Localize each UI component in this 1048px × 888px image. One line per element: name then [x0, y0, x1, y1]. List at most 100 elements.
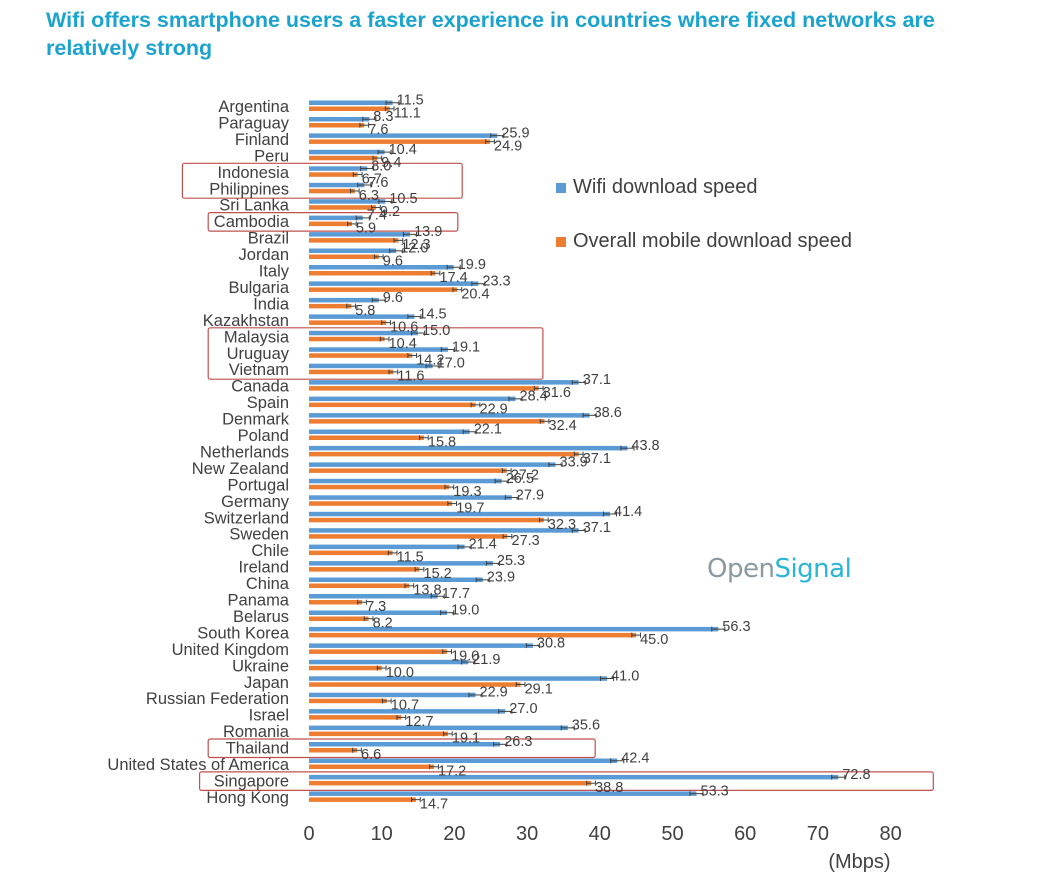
- wifi-value-label: 12.0: [400, 241, 428, 257]
- wifi-bar: [309, 462, 556, 467]
- overall-value-label: 27.2: [511, 467, 539, 483]
- overall-value-label: 11.5: [397, 550, 424, 566]
- wifi-bar: [309, 133, 498, 138]
- category-labels: ArgentinaParaguayFinlandPeruIndonesiaPhi…: [107, 98, 289, 807]
- category-label: Uruguay: [227, 345, 290, 363]
- wifi-value-label: 13.9: [414, 224, 442, 240]
- chart-title: Wifi offers smartphone users a faster ex…: [46, 8, 935, 60]
- overall-bar: [309, 353, 413, 358]
- overall-value-label: 31.6: [543, 385, 571, 401]
- wifi-value-label: 41.0: [611, 668, 639, 684]
- wifi-bar: [309, 363, 433, 369]
- wifi-value-label: 21.9: [472, 652, 500, 668]
- wifi-bar: [309, 215, 363, 221]
- opensignal-logo: OpenSignal: [707, 554, 852, 584]
- wifi-bar: [309, 610, 448, 615]
- wifi-value-label: 22.1: [474, 422, 502, 438]
- wifi-value-label: 14.5: [418, 306, 446, 322]
- overall-bar: [309, 320, 387, 325]
- category-label: Peru: [254, 147, 289, 165]
- category-label: Indonesia: [217, 164, 289, 182]
- overall-value-label: 12.3: [402, 237, 430, 253]
- overall-value-label: 14.2: [416, 352, 444, 368]
- wifi-value-label: 8.3: [373, 109, 393, 125]
- category-label: Hong Kong: [206, 789, 289, 807]
- overall-bar: [309, 287, 458, 292]
- wifi-bar: [309, 725, 568, 731]
- overall-value-label: 37.1: [583, 451, 611, 467]
- wifi-bar: [309, 182, 365, 188]
- wifi-value-label: 25.3: [497, 553, 525, 569]
- overall-value-label: 8.2: [373, 616, 393, 632]
- wifi-bar: [309, 561, 493, 566]
- logo-signal-text: Signal: [774, 554, 852, 584]
- wifi-value-label: 30.8: [537, 635, 565, 651]
- category-label: Spain: [247, 394, 289, 412]
- x-tick-label: 70: [807, 823, 829, 845]
- wifi-value-label: 35.6: [572, 718, 600, 734]
- overall-value-label: 32.3: [548, 517, 576, 533]
- category-label: Denmark: [222, 411, 290, 429]
- wifi-value-label: 56.3: [722, 619, 750, 635]
- wifi-bar: [309, 594, 438, 599]
- overall-bar: [309, 468, 507, 473]
- wifi-value-label: 22.9: [480, 685, 508, 701]
- wifi-value-label: 19.9: [458, 257, 486, 273]
- category-label: Argentina: [218, 98, 289, 116]
- wifi-bar: [309, 380, 579, 385]
- wifi-value-label: 37.1: [583, 520, 611, 536]
- category-label: Bulgaria: [228, 279, 289, 297]
- x-tick-label: 50: [661, 823, 683, 845]
- overall-value-label: 6.6: [361, 747, 381, 763]
- wifi-bar: [309, 281, 479, 286]
- overall-bar: [309, 583, 410, 588]
- category-label: Italy: [259, 263, 290, 281]
- category-label: Belarus: [233, 608, 289, 626]
- overall-bar: [309, 567, 420, 572]
- overall-value-label: 9.6: [383, 254, 403, 270]
- wifi-bar: [309, 626, 719, 632]
- overall-bar: [309, 188, 355, 194]
- wifi-value-label: 21.4: [469, 537, 497, 553]
- wifi-bar: [309, 544, 465, 550]
- legend-wifi-label: Wifi download speed: [573, 176, 758, 198]
- wifi-value-label: 23.9: [487, 570, 515, 586]
- category-label: United States of America: [107, 756, 289, 774]
- overall-value-label: 7.6: [368, 122, 388, 138]
- overall-bar: [309, 419, 545, 424]
- highlight-box: [181, 162, 463, 199]
- x-tick-label: 40: [589, 823, 611, 845]
- category-label: New Zealand: [192, 460, 289, 478]
- overall-value-label: 29.1: [525, 681, 553, 697]
- overall-bar: [309, 715, 402, 720]
- wifi-value-label: 9.6: [383, 290, 403, 306]
- overall-value-label: 27.3: [512, 533, 540, 549]
- overall-bar: [309, 780, 592, 786]
- wifi-bar: [309, 149, 385, 155]
- overall-bar: [309, 221, 352, 227]
- overall-value-label: 10.4: [389, 336, 417, 352]
- wifi-bar: [309, 248, 397, 253]
- overall-value-label: 17.2: [438, 764, 466, 780]
- overall-bar: [309, 336, 385, 342]
- wifi-bar: [309, 643, 533, 648]
- wifi-value-label: 37.1: [583, 372, 611, 388]
- wifi-value-label: 27.0: [509, 701, 537, 717]
- overall-bar: [309, 271, 436, 276]
- wifi-bar: [309, 774, 839, 780]
- overall-bar: [309, 369, 394, 375]
- wifi-bar: [309, 758, 618, 763]
- overall-bar: [309, 155, 378, 161]
- value-labels: 11.511.18.37.6 25.924.910.49.48.06.77.66.…: [355, 93, 870, 813]
- highlight-box: [207, 327, 544, 380]
- overall-value-label: 20.4: [461, 286, 489, 302]
- category-label: Portugal: [228, 476, 289, 494]
- highlight-box: [199, 771, 934, 792]
- overall-bar: [309, 451, 579, 457]
- wifi-value-label: 43.8: [631, 438, 659, 454]
- wifi-value-label: 23.3: [482, 273, 510, 289]
- overall-value-label: 11.6: [397, 369, 424, 385]
- overall-bar: [309, 254, 379, 259]
- x-axis-unit-label: (Mbps): [828, 851, 890, 873]
- overall-value-label: 10.6: [390, 319, 418, 335]
